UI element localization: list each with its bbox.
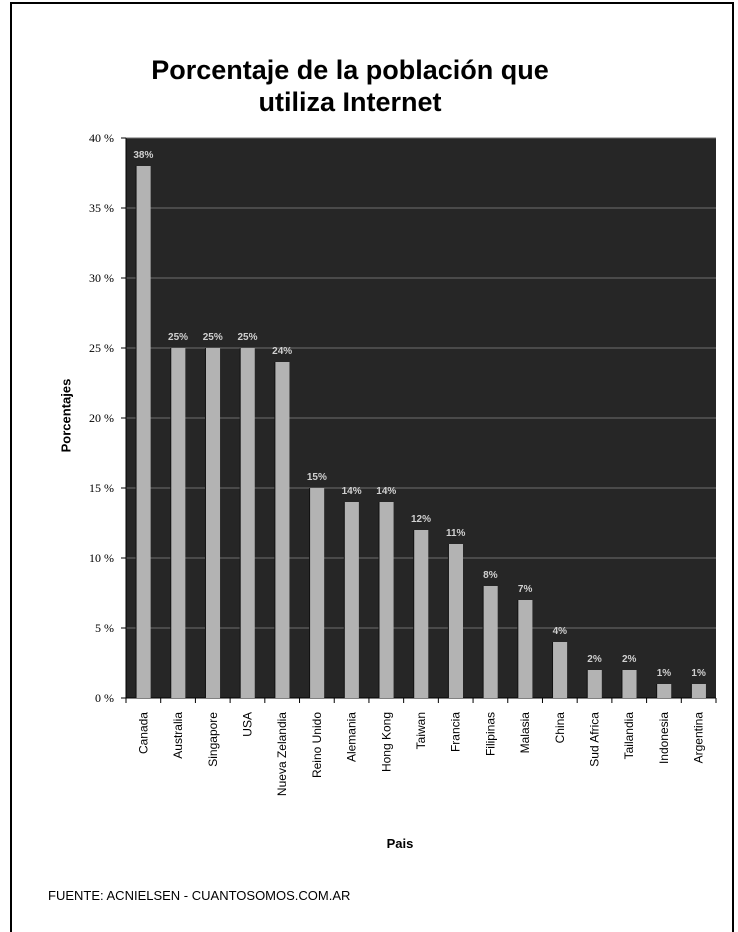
source-note: FUENTE: ACNIELSEN - CUANTOSOMOS.COM.AR	[48, 888, 351, 903]
data-label: 25%	[168, 332, 188, 343]
x-tick-label: Alemania	[345, 712, 359, 762]
x-tick-label: Australia	[171, 712, 185, 759]
data-label: 25%	[203, 332, 223, 343]
y-tick-label: 10 %	[89, 551, 114, 565]
data-label: 2%	[587, 654, 602, 665]
bar	[448, 544, 463, 698]
data-label: 4%	[553, 626, 568, 637]
x-tick-label: Canada	[136, 712, 150, 754]
data-label: 8%	[483, 570, 498, 581]
bar	[309, 488, 325, 698]
data-label: 1%	[657, 668, 672, 679]
x-tick-label: Malasia	[518, 712, 532, 754]
y-tick-label: 5 %	[95, 621, 114, 635]
bar	[552, 642, 568, 698]
data-label: 11%	[446, 528, 466, 539]
chart-frame	[10, 2, 734, 932]
bar	[483, 586, 498, 698]
x-tick-label: China	[553, 712, 567, 744]
bar	[621, 670, 637, 698]
x-tick-label: Indonesia	[657, 712, 671, 764]
y-tick-label: 25 %	[89, 341, 114, 355]
data-label: 7%	[518, 584, 533, 595]
bar	[344, 502, 359, 698]
data-label: 24%	[272, 346, 292, 357]
y-tick-label: 15 %	[89, 481, 114, 495]
x-tick-label: Sud Africa	[588, 712, 602, 767]
x-tick-label: Taiwan	[414, 712, 428, 749]
x-tick-label: Singapore	[206, 712, 220, 767]
x-tick-label: Filipinas	[483, 712, 497, 756]
data-label: 38%	[133, 150, 153, 161]
bar	[656, 684, 672, 698]
bar	[274, 362, 290, 698]
y-tick-label: 35 %	[89, 201, 114, 215]
data-label: 14%	[376, 486, 396, 497]
bar	[587, 670, 602, 698]
bar	[240, 348, 255, 698]
data-label: 14%	[342, 486, 362, 497]
bar	[413, 530, 429, 698]
x-axis-label: Pais	[386, 836, 414, 851]
x-tick-label: Reino Unido	[310, 712, 324, 778]
bar	[136, 166, 151, 698]
data-label: 15%	[307, 472, 327, 483]
bar	[379, 502, 394, 698]
x-tick-label: Argentina	[692, 712, 706, 764]
chart-title: Porcentaje de la población que utiliza I…	[151, 55, 549, 117]
bar	[170, 348, 186, 698]
y-tick-label: 40 %	[89, 131, 114, 145]
x-tick-label: Nueva Zelandia	[275, 712, 289, 796]
y-axis-label: Porcentajes	[58, 378, 74, 453]
bar	[691, 684, 706, 698]
y-tick-label: 30 %	[89, 271, 114, 285]
y-tick-label: 0 %	[95, 691, 114, 705]
y-tick-label: 20 %	[89, 411, 114, 425]
x-tick-label: Hong Kong	[379, 712, 393, 772]
data-label: 25%	[237, 332, 257, 343]
x-tick-label: Tailandia	[622, 712, 636, 760]
data-label: 1%	[691, 668, 706, 679]
data-label: 12%	[411, 514, 431, 525]
x-tick-label: USA	[240, 712, 254, 737]
bar	[205, 348, 221, 698]
x-tick-label: Francia	[449, 712, 463, 752]
data-label: 2%	[622, 654, 637, 665]
bar	[517, 600, 533, 698]
